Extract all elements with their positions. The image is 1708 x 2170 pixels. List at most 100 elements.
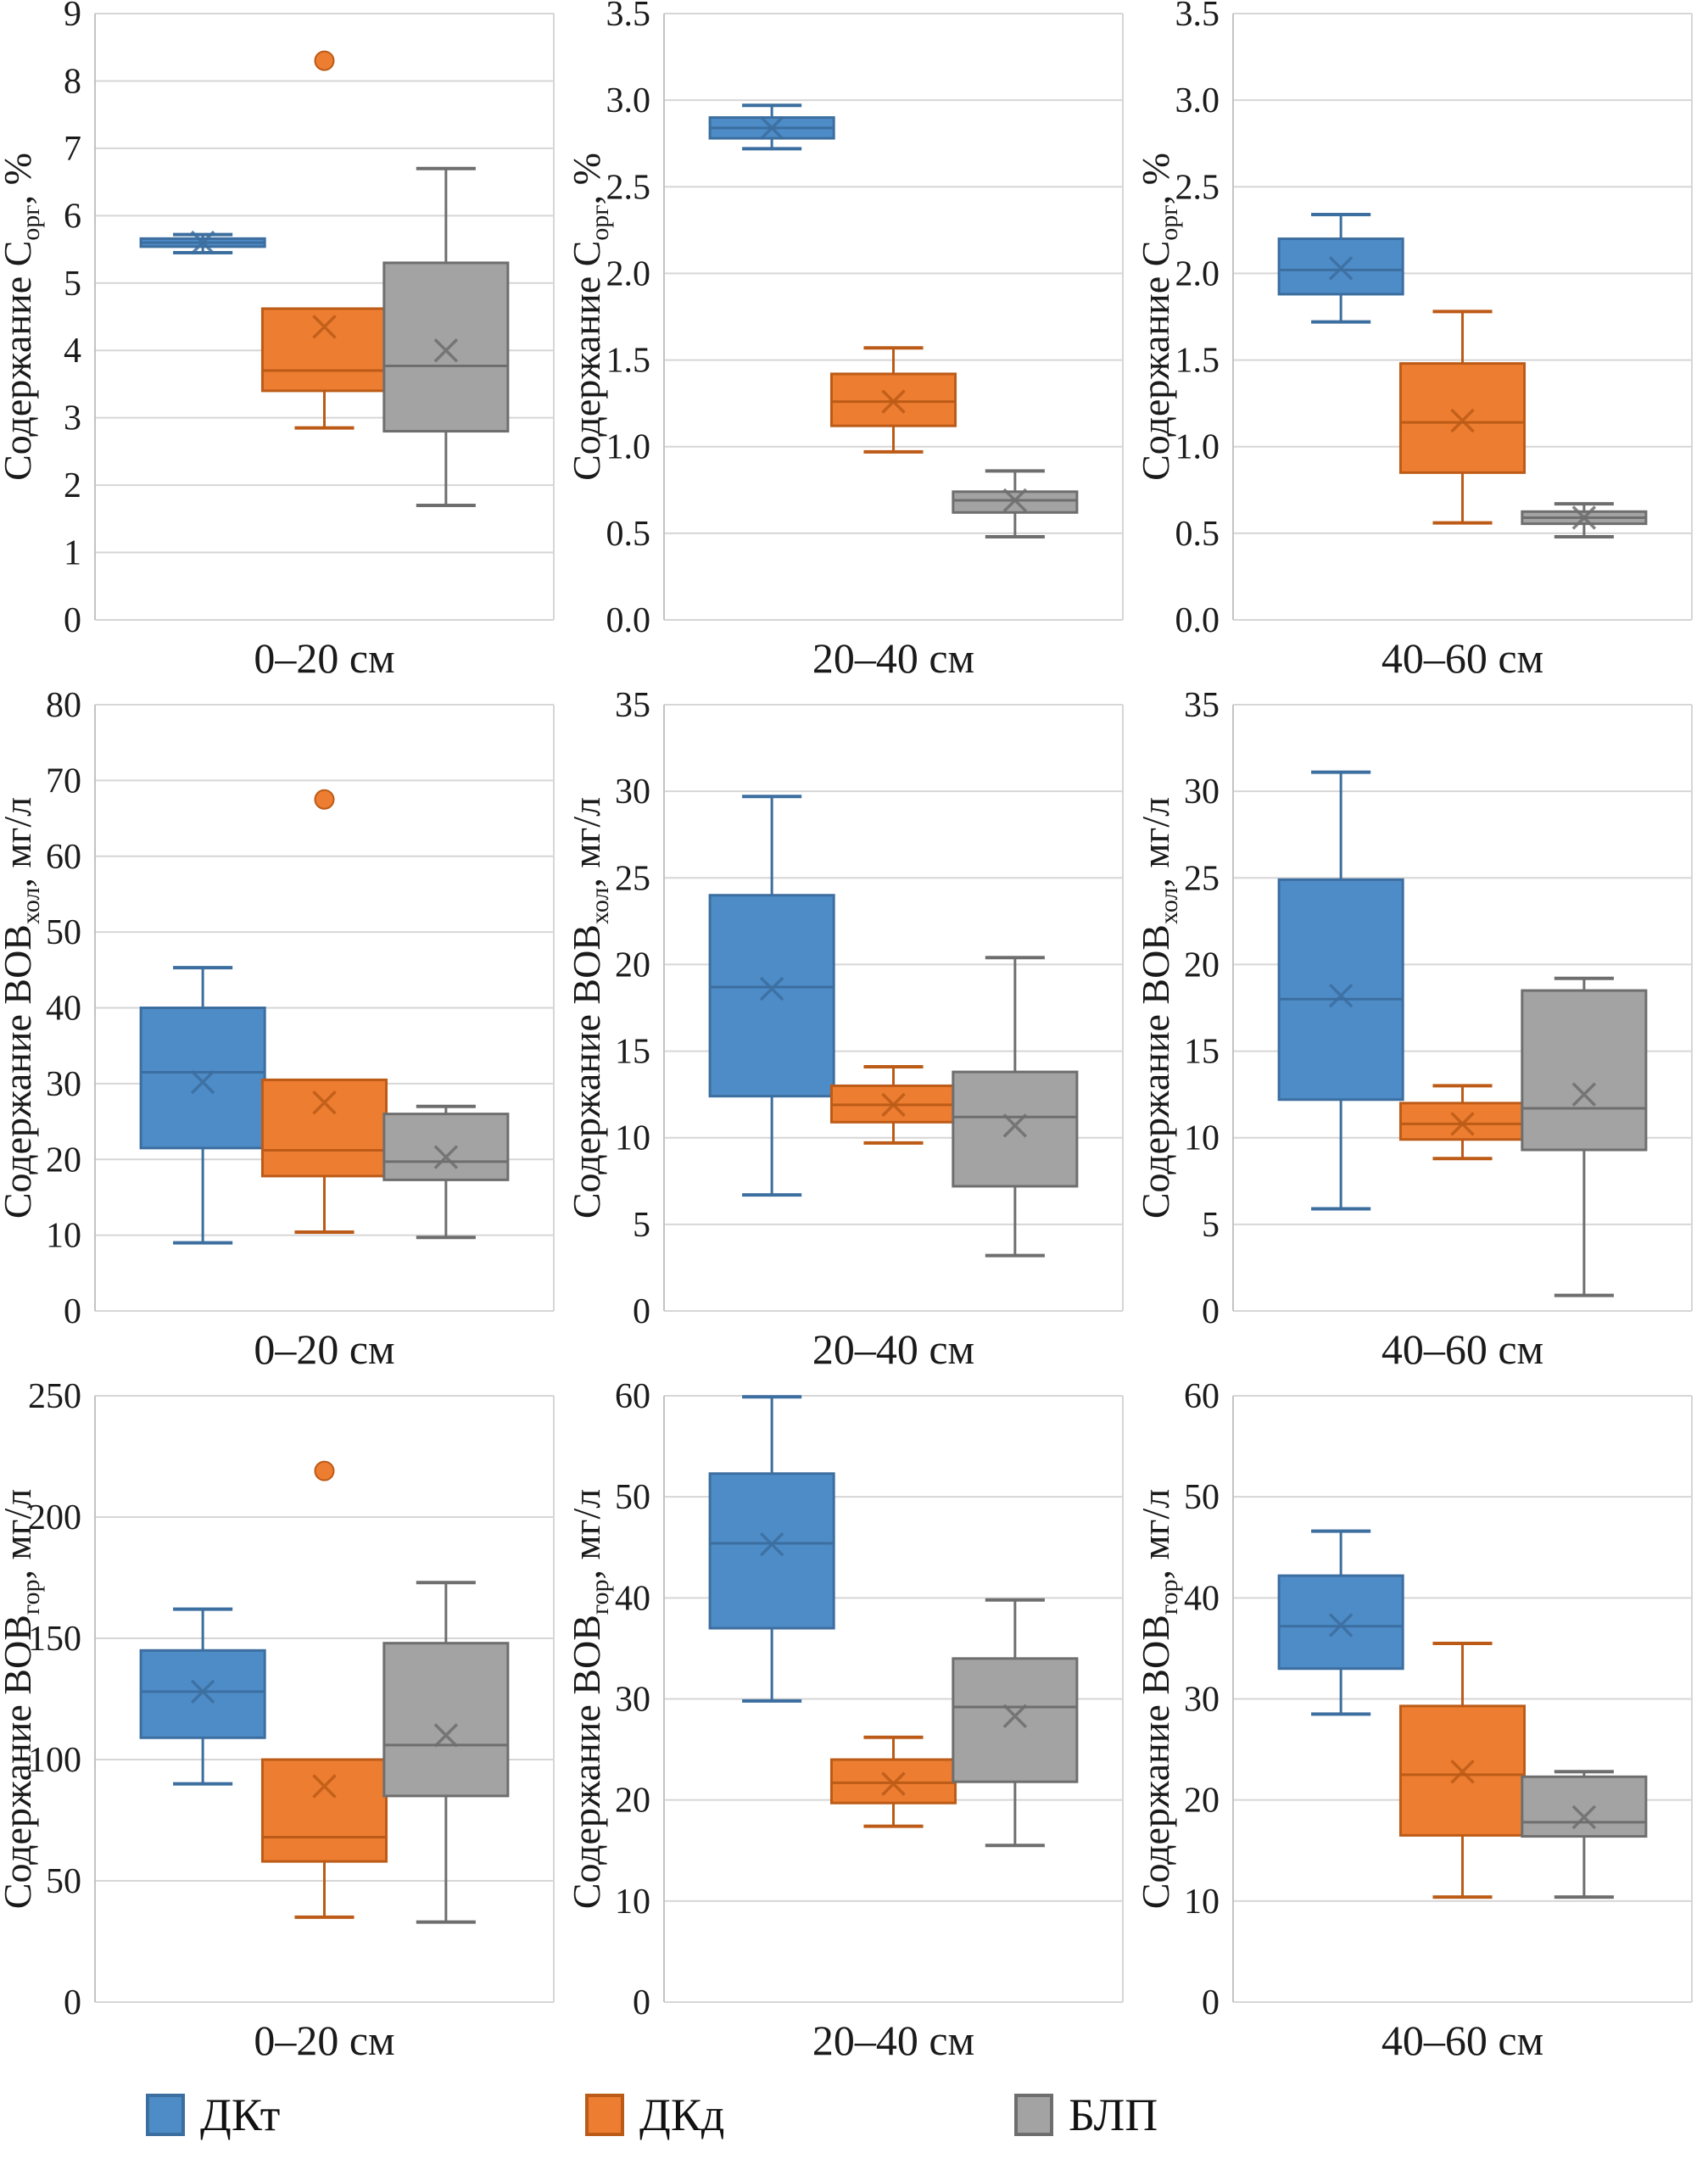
y-tick-label: 30	[1184, 773, 1220, 812]
boxplot-svg: 0 50 100 150 200 250 Содержание ВОВгор, мг/л 0–…	[0, 1382, 569, 2073]
y-tick-label: 60	[1184, 1382, 1220, 1416]
box-series-dkd	[829, 346, 957, 454]
boxplot-svg: 0 1 2 3 4 5 6 7 8 9 Содержание Cорг, % 0–20 см	[0, 0, 569, 691]
mean-marker	[190, 230, 215, 255]
y-tick-label: 50	[615, 1478, 650, 1517]
mean-marker	[759, 115, 784, 141]
y-tick-label: 9	[64, 0, 81, 34]
x-category-label: 40–60 см	[1381, 634, 1543, 682]
gridlines-and-ticks: 0 50 100 150 200 250	[28, 1382, 555, 2022]
chart-vov-gor-0-20: 0 50 100 150 200 250 Содержание ВОВгор, мг/л 0–…	[0, 1382, 569, 2073]
iqr-box	[382, 261, 510, 433]
y-tick-label: 0	[64, 601, 81, 640]
charts-grid: 0 1 2 3 4 5 6 7 8 9 Содержание Cорг, % 0–20 см 0.0 0…	[0, 0, 1708, 2073]
mean-marker	[433, 337, 459, 363]
chart-vov-gor-20-40: 0 10 20 30 40 50 60 Содержание ВОВгор, мг/л 20–4…	[569, 1382, 1138, 2073]
y-tick-label: 10	[1184, 1883, 1220, 1922]
outlier-point	[314, 789, 335, 810]
box-series-dkd	[260, 50, 388, 430]
y-tick-label: 2	[64, 466, 81, 505]
mean-marker	[312, 1774, 337, 1799]
chart-vov-hol-0-20: 0 10 20 30 40 50 60 70 80 Содержание ВОВхол, мг/л…	[0, 691, 569, 1382]
box-series-dkd	[260, 789, 388, 1235]
iqr-box	[952, 490, 1079, 514]
y-tick-label: 1.0	[1175, 428, 1220, 467]
y-tick-label: 4	[64, 332, 81, 371]
y-axis-title: Содержание Cорг, %	[1138, 153, 1183, 481]
x-category-label: 0–20 см	[254, 1325, 394, 1373]
legend-swatch-dkd	[585, 2094, 624, 2136]
mean-marker	[433, 1723, 459, 1748]
y-tick-label: 30	[46, 1065, 81, 1104]
box-series-blp	[1521, 1770, 1648, 1899]
y-tick-label: 30	[615, 1681, 650, 1720]
y-axis-title: Содержание ВОВгор, мг/л	[569, 1489, 614, 1909]
box-series-dkt	[1277, 770, 1404, 1211]
y-tick-label: 10	[615, 1883, 650, 1922]
x-category-label: 40–60 см	[1381, 2017, 1543, 2064]
y-tick-label: 1.0	[606, 428, 651, 467]
gridlines-and-ticks: 0 1 2 3 4 5 6 7 8 9	[64, 0, 555, 640]
iqr-box	[829, 1758, 957, 1805]
mean-marker	[1328, 1613, 1354, 1637]
y-tick-label: 10	[46, 1217, 81, 1256]
y-tick-label: 25	[1184, 859, 1220, 898]
y-tick-label: 25	[615, 859, 650, 898]
iqr-box	[1521, 1775, 1648, 1838]
chart-corg-40-60: 0.0 0.5 1.0 1.5 2.0 2.5 3.0 3.5 Содержание Cорг,…	[1138, 0, 1708, 691]
box-series-blp	[952, 469, 1079, 538]
legend-label-dkt: ДКт	[200, 2089, 281, 2140]
mean-marker	[1328, 983, 1354, 1008]
mean-marker	[1571, 505, 1597, 530]
y-tick-label: 2.5	[606, 168, 651, 207]
y-tick-label: 1	[64, 534, 81, 573]
boxplot-svg: 0.0 0.5 1.0 1.5 2.0 2.5 3.0 3.5 Содержание Cорг,…	[1138, 0, 1707, 691]
y-tick-label: 3.5	[606, 0, 651, 34]
outlier-point	[314, 1460, 335, 1481]
y-tick-label: 3	[64, 399, 81, 438]
y-tick-label: 0	[1202, 1983, 1220, 2022]
mean-marker	[881, 1771, 906, 1796]
x-category-label: 20–40 см	[812, 2017, 974, 2064]
y-tick-label: 200	[28, 1498, 81, 1537]
y-tick-label: 0	[64, 1292, 81, 1331]
y-tick-label: 80	[46, 691, 81, 725]
chart-corg-0-20: 0 1 2 3 4 5 6 7 8 9 Содержание Cорг, % 0–20 см	[0, 0, 569, 691]
y-tick-label: 0.0	[1175, 601, 1220, 640]
box-series-dkt	[139, 230, 266, 255]
y-tick-label: 70	[46, 761, 81, 801]
y-tick-label: 3.5	[1175, 0, 1220, 34]
mean-marker	[1002, 1704, 1028, 1728]
boxplot-svg: 0.0 0.5 1.0 1.5 2.0 2.5 3.0 3.5 Содержание Cорг,…	[569, 0, 1138, 691]
y-tick-label: 1.5	[606, 342, 651, 381]
y-axis-title: Содержание ВОВхол, мг/л	[569, 797, 614, 1219]
legend-swatch-blp	[1014, 2094, 1053, 2136]
iqr-box	[260, 1758, 388, 1863]
y-tick-label: 7	[64, 130, 81, 169]
y-tick-label: 2.0	[606, 254, 651, 293]
gridlines-and-ticks: 0 10 20 30 40 50 60	[615, 1382, 1124, 2022]
iqr-box	[260, 307, 388, 393]
legend-label-dkd: ДКд	[639, 2089, 725, 2140]
box-series-dkd	[829, 1735, 957, 1828]
y-tick-label: 50	[1184, 1478, 1220, 1517]
mean-marker	[759, 1531, 784, 1557]
iqr-box	[382, 1642, 510, 1798]
x-category-label: 0–20 см	[254, 2017, 394, 2064]
box-series-dkt	[139, 966, 266, 1245]
y-axis-title: Содержание ВОВхол, мг/л	[0, 797, 45, 1219]
y-tick-label: 0.0	[606, 601, 651, 640]
y-tick-label: 20	[615, 1782, 650, 1821]
legend-swatch-dkt	[146, 2094, 185, 2136]
box-series-dkd	[829, 1064, 957, 1145]
y-tick-label: 60	[46, 838, 81, 877]
x-category-label: 20–40 см	[812, 1325, 974, 1373]
mean-marker	[190, 1069, 215, 1095]
legend: ДКт ДКд БЛП	[0, 2077, 1708, 2170]
legend-item-blp: БЛП	[1014, 2092, 1158, 2138]
x-category-label: 40–60 см	[1381, 1325, 1543, 1373]
y-tick-label: 10	[615, 1119, 650, 1158]
mean-marker	[1450, 408, 1475, 433]
box-series-dkt	[1277, 1529, 1404, 1716]
